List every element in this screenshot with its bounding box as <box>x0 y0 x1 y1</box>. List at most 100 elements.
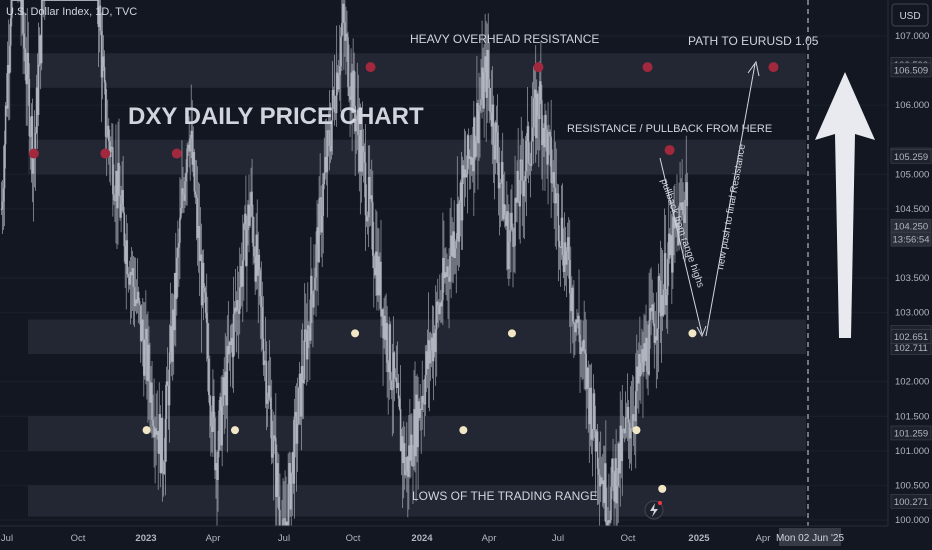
candle-body <box>430 337 433 351</box>
candle-body <box>400 436 403 452</box>
candle-body <box>152 419 154 426</box>
candle-body <box>452 231 454 257</box>
candle-body <box>190 130 193 139</box>
time-axis[interactable] <box>0 526 888 550</box>
support-dot <box>658 484 667 493</box>
candle-body <box>226 346 229 406</box>
candle-body <box>311 275 313 295</box>
candle-body <box>620 425 623 462</box>
candle-body <box>390 380 393 390</box>
candle-body <box>633 420 636 422</box>
candle-body <box>175 257 178 299</box>
candle-body <box>487 49 490 80</box>
candle-body <box>107 125 110 142</box>
path-target-label: PATH TO EURUSD 1.05 <box>688 34 819 48</box>
candle-body <box>25 74 28 85</box>
candle-body <box>375 251 377 276</box>
candle-body <box>329 145 332 152</box>
candle-body <box>260 296 263 308</box>
candle-body <box>87 0 89 1</box>
candle-body <box>292 452 295 484</box>
currency-button[interactable] <box>891 3 929 27</box>
candle-body <box>374 268 376 276</box>
candle-body <box>133 287 136 307</box>
candle-body <box>201 262 204 306</box>
candle-body <box>469 156 472 165</box>
candle-body <box>412 465 414 467</box>
candle-body <box>5 105 8 109</box>
candle-body <box>39 35 42 64</box>
candle-body <box>22 0 24 34</box>
candle-body <box>661 295 664 316</box>
candle-body <box>686 182 689 207</box>
candle-body <box>590 387 593 440</box>
candle-body <box>10 0 13 19</box>
candle-body <box>17 0 19 1</box>
candle-body <box>627 406 630 423</box>
candle-body <box>237 309 240 314</box>
candle-body <box>91 0 94 1</box>
price-tick-label: 106.000 <box>895 100 929 111</box>
candle-body <box>241 260 244 287</box>
candle-body <box>31 116 34 174</box>
candle-body <box>270 409 273 458</box>
candle-body <box>149 381 151 403</box>
candle-body <box>511 212 513 228</box>
candle-body <box>477 102 479 144</box>
candle-body <box>272 435 275 455</box>
candle-body <box>561 217 564 256</box>
candle-body <box>672 216 674 273</box>
candle-body <box>602 480 605 503</box>
price-axis-badges: 106.590106.509105.279105.259104.25013:56… <box>890 57 932 509</box>
candle-body <box>18 0 20 1</box>
price-badge-label: 104.250 <box>894 222 928 233</box>
candle-body <box>40 0 43 64</box>
candle-body <box>284 518 286 526</box>
candle-body <box>243 224 245 261</box>
candle-body <box>245 213 247 266</box>
candle-body <box>35 87 38 133</box>
candle-body <box>50 0 52 1</box>
candle-body <box>252 216 254 247</box>
candle-body <box>26 52 29 85</box>
candle-body <box>104 82 107 137</box>
candle-body <box>338 66 341 76</box>
candle-body <box>28 78 31 137</box>
candle-body <box>187 144 189 149</box>
time-axis-label: Oct <box>621 533 636 544</box>
candle-body <box>309 327 311 341</box>
candle-body <box>385 322 387 341</box>
candle-body <box>80 0 82 1</box>
candle-body <box>638 353 640 384</box>
candle-body <box>397 382 400 399</box>
candle-body <box>498 182 501 189</box>
candle-body <box>580 347 582 355</box>
candle-body <box>341 23 343 37</box>
candle-body <box>16 0 18 1</box>
candle-body <box>346 33 348 38</box>
candle-body <box>85 0 87 1</box>
candle-body <box>76 0 79 1</box>
candle-body <box>121 190 123 204</box>
candle-body <box>644 343 646 362</box>
candle-body <box>387 363 390 373</box>
candle-body <box>196 198 199 238</box>
candle-body <box>676 222 678 227</box>
candle-body <box>78 0 80 1</box>
candle-body <box>49 0 51 1</box>
candle-body <box>630 428 633 430</box>
candle-body <box>377 256 379 296</box>
candle-body <box>321 215 324 233</box>
support-dot <box>459 426 468 435</box>
candle-body <box>629 428 632 439</box>
candle-body <box>142 339 145 376</box>
candle-body <box>258 254 261 271</box>
candle-body <box>313 289 315 308</box>
price-tick-label: 100.500 <box>895 480 929 491</box>
candle-body <box>266 399 269 404</box>
candle-body <box>211 426 213 432</box>
candle-body <box>376 251 378 296</box>
candle-body <box>251 191 253 217</box>
candle-body <box>164 418 167 462</box>
